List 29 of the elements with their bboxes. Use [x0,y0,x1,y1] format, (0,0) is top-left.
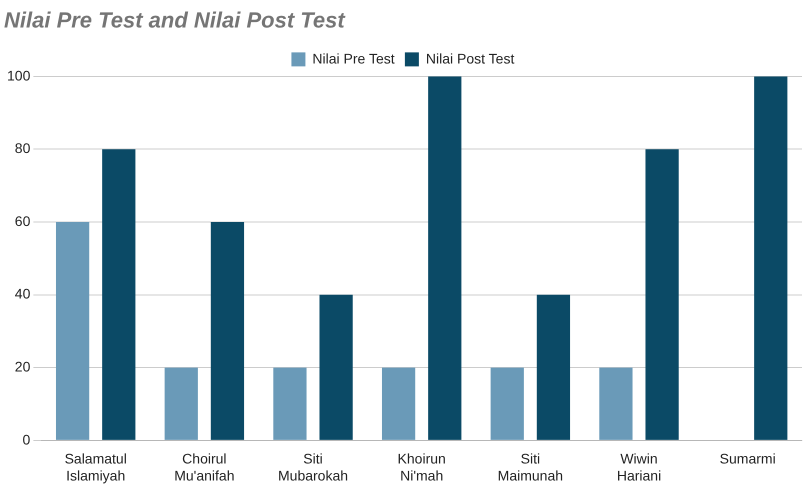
legend-label: Nilai Pre Test [312,50,395,66]
y-tick-label: 40 [14,286,31,302]
bar [428,76,462,440]
y-tick-label: 60 [14,212,31,229]
bar [273,368,307,440]
bar [56,222,90,440]
bar [645,149,679,440]
legend-label: Nilai Post Test [426,50,514,66]
x-tick-label: Salamatul Islamiyah [64,450,127,484]
y-tick-label: 100 [7,67,31,84]
bar [382,368,416,440]
x-tick-label: Wiwin Hariani [616,450,662,484]
chart-title: Nilai Pre Test and Nilai Post Test [4,7,346,32]
x-tick-label: Siti Mubarokah [278,450,348,484]
x-tick-label: Choirul Mu'anifah [174,450,234,484]
bar [102,149,136,440]
bar [536,294,570,440]
y-tick-label: 20 [14,358,31,374]
bar [210,222,244,440]
y-tick-label: 0 [22,431,31,448]
bar [164,368,198,440]
bar [754,76,788,440]
bar [319,294,353,440]
bar [490,368,524,440]
x-tick-label: Siti Maimunah [498,450,564,484]
y-tick-label: 80 [14,140,31,156]
bar [599,368,633,440]
x-tick-label: Khoirun Ni'mah [398,450,446,484]
x-tick-label: Sumarmi [720,450,776,467]
